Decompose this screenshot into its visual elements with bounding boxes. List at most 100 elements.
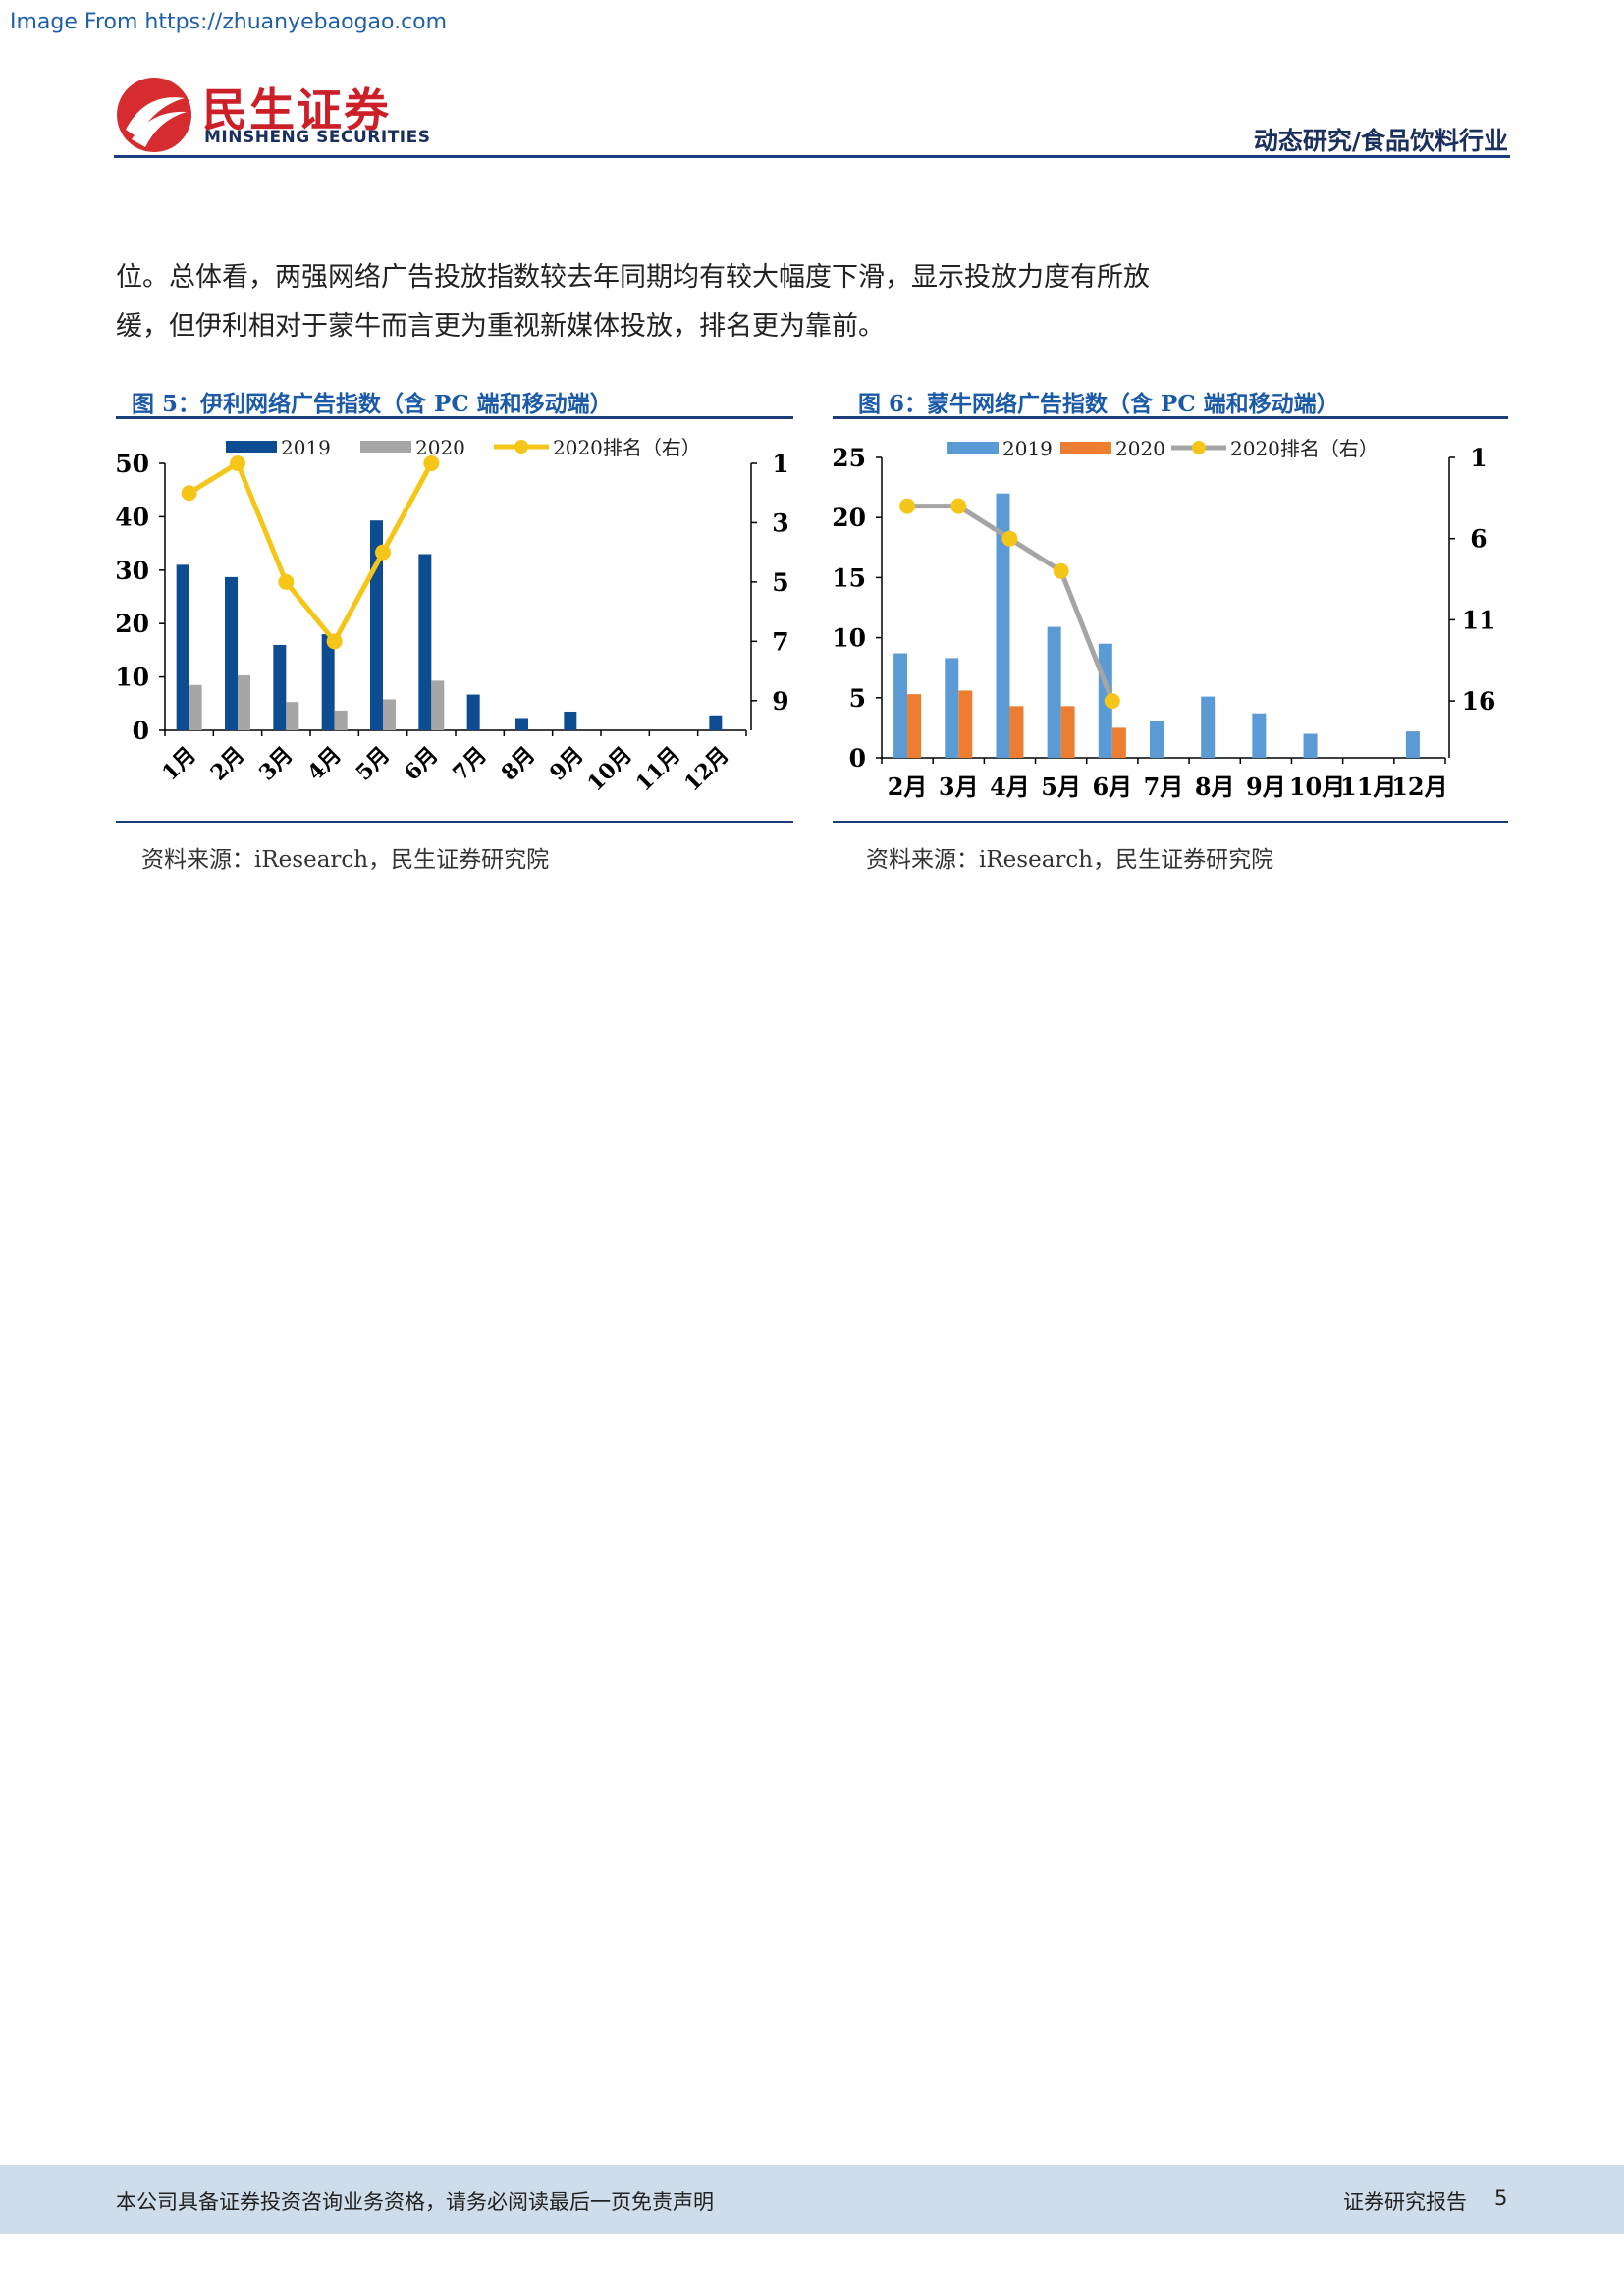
chart1-rank-point: [181, 485, 197, 502]
body-line-2: 缓，但伊利相对于蒙牛而言更为重视新媒体投放，排名更为靠前。: [116, 311, 885, 342]
chart2-y-tick-label: 5: [849, 684, 866, 713]
chart1-bar-2019: [273, 644, 287, 730]
figure-5-source: 资料来源：iResearch，民生证券研究院: [141, 847, 550, 873]
footer-label: 证券研究报告: [1343, 2190, 1467, 2214]
chart1-rank-point: [230, 455, 245, 471]
chart2-legend-swatch: [947, 442, 999, 454]
chart2-legend-label: 2020排名（右）: [1230, 437, 1379, 460]
chart2-y-tick-label: 10: [832, 624, 866, 653]
chart1-x-tick-label: 12月: [679, 742, 734, 797]
chart1-rank-point: [375, 544, 391, 561]
chart1-x-tick-label: 2月: [205, 742, 249, 786]
chart1-legend-swatch: [360, 441, 411, 453]
chart1-legend-label: 2020: [415, 436, 465, 459]
chart1-y2-tick-label: 7: [772, 627, 788, 656]
figure-6-title: 图 6：蒙牛网络广告指数（含 PC 端和移动端）: [858, 391, 1339, 417]
footer-bar: [0, 2165, 1624, 2234]
chart2-x-tick-label: 3月: [939, 773, 979, 801]
report-category: 动态研究/食品饮料行业: [1253, 127, 1508, 155]
chart2-rank-point: [1104, 693, 1120, 710]
chart1-y-tick-label: 40: [115, 503, 149, 531]
figure-6-bottom-rule: [833, 821, 1508, 823]
figure-5-title: 图 5：伊利网络广告指数（含 PC 端和移动端）: [132, 391, 613, 417]
chart1-rank-line: [188, 460, 434, 644]
chart1-y-tick-label: 20: [115, 610, 149, 638]
chart2-legend-swatch: [1060, 442, 1111, 454]
chart2-bar-2019: [1047, 626, 1061, 758]
chart1-y2-tick-label: 1: [772, 450, 788, 478]
chart2-x-tick-label: 11月: [1340, 773, 1396, 801]
chart1-bar-2019: [225, 576, 238, 730]
chart2-rank-point: [1053, 562, 1069, 579]
chart1-x-tick-label: 10月: [582, 742, 637, 797]
chart1-x-tick-label: 11月: [631, 742, 686, 797]
footer-disclaimer: 本公司具备证券投资咨询业务资格，请务必阅读最后一页免责声明: [116, 2190, 714, 2214]
chart1-x-tick-label: 7月: [448, 742, 492, 786]
chart1-legend-marker: [514, 440, 528, 454]
chart1-bar-2019: [321, 634, 335, 730]
chart1-bar-2020: [238, 674, 250, 730]
figure-6-source: 资料来源：iResearch，民生证券研究院: [866, 847, 1274, 873]
chart2-y2-tick-label: 11: [1462, 606, 1496, 634]
chart2-bar-2019: [945, 658, 959, 758]
chart1-x-tick-label: 1月: [157, 742, 201, 786]
chart1-legend-label: 2020排名（右）: [553, 436, 701, 459]
chart1-bar-2019: [418, 554, 432, 730]
chart2-bar-2019: [996, 493, 1010, 758]
chart1-y-tick-label: 0: [133, 717, 149, 745]
chart1-y2-tick-label: 5: [772, 568, 788, 597]
chart1-x-tick-label: 4月: [302, 742, 347, 786]
chart1-x-tick-label: 3月: [254, 742, 298, 786]
figure-5-bottom-rule: [116, 821, 793, 823]
chart2-y-tick-label: 15: [832, 563, 866, 592]
chart2-x-tick-label: 5月: [1041, 773, 1081, 801]
chart2-bar-2019: [1303, 733, 1318, 758]
chart1-x-tick-label: 8月: [496, 742, 540, 786]
chart2-x-tick-label: 7月: [1144, 773, 1184, 801]
chart2-rank-point: [899, 498, 916, 514]
chart1-rank-point: [423, 455, 440, 471]
chart1-x-tick-label: 6月: [400, 742, 444, 786]
chart2-y-tick-label: 0: [849, 744, 866, 773]
chart2-x-tick-label: 10月: [1289, 773, 1345, 801]
chart1-legend-swatch: [226, 441, 277, 453]
chart1-y-tick-label: 30: [115, 557, 149, 585]
chart2-legend-label: 2019: [1002, 437, 1053, 460]
chart1-bar-2019: [466, 694, 480, 730]
chart2-x-tick-label: 2月: [888, 773, 928, 801]
chart1-y-tick-label: 50: [115, 450, 149, 478]
chart2-x-tick-label: 9月: [1246, 773, 1286, 801]
chart2-bar-2020: [907, 694, 922, 758]
figure-5-top-rule: [116, 416, 793, 419]
brand-name-en: MINSHENG SECURITIES: [204, 128, 431, 147]
footer-page-number: 5: [1494, 2186, 1508, 2210]
chart1-bar-2020: [383, 699, 396, 730]
chart2-bar-2019: [1405, 731, 1420, 758]
chart2-bar-2020: [1060, 706, 1075, 758]
chart2-legend-label: 2020: [1115, 437, 1165, 460]
chart1-bar-2020: [431, 680, 445, 730]
chart2-y-tick-label: 20: [832, 504, 866, 532]
brand-name-cn: 民生证券: [202, 83, 391, 136]
chart2-bar-2019: [1252, 713, 1267, 758]
chart2-legend-marker: [1192, 441, 1206, 454]
chart2-bar-2019: [1150, 721, 1164, 758]
chart1-y2-tick-label: 3: [772, 508, 788, 537]
chart2-y2-tick-label: 6: [1470, 525, 1487, 554]
header-divider: [114, 155, 1510, 158]
chart2-x-tick-label: 6月: [1092, 773, 1132, 801]
chart2-x-tick-label: 8月: [1195, 773, 1235, 801]
chart2-bar-2019: [1201, 696, 1216, 758]
chart2-bar-2019: [893, 653, 908, 758]
chart1-legend-label: 2019: [281, 436, 331, 459]
chart1-rank-point: [278, 573, 295, 590]
body-line-1: 位。总体看，两强网络广告投放指数较去年同期均有较大幅度下滑，显示投放力度有所放: [116, 262, 1150, 293]
chart1-y-tick-label: 10: [115, 664, 149, 692]
chart1-bar-2019: [564, 711, 577, 730]
chart2-rank-point: [950, 498, 967, 514]
chart1-bar-2019: [176, 564, 189, 730]
chart2-x-tick-label: 4月: [990, 773, 1030, 801]
chart2-bar-2020: [1009, 706, 1024, 758]
chart2-y2-tick-label: 1: [1470, 444, 1487, 472]
